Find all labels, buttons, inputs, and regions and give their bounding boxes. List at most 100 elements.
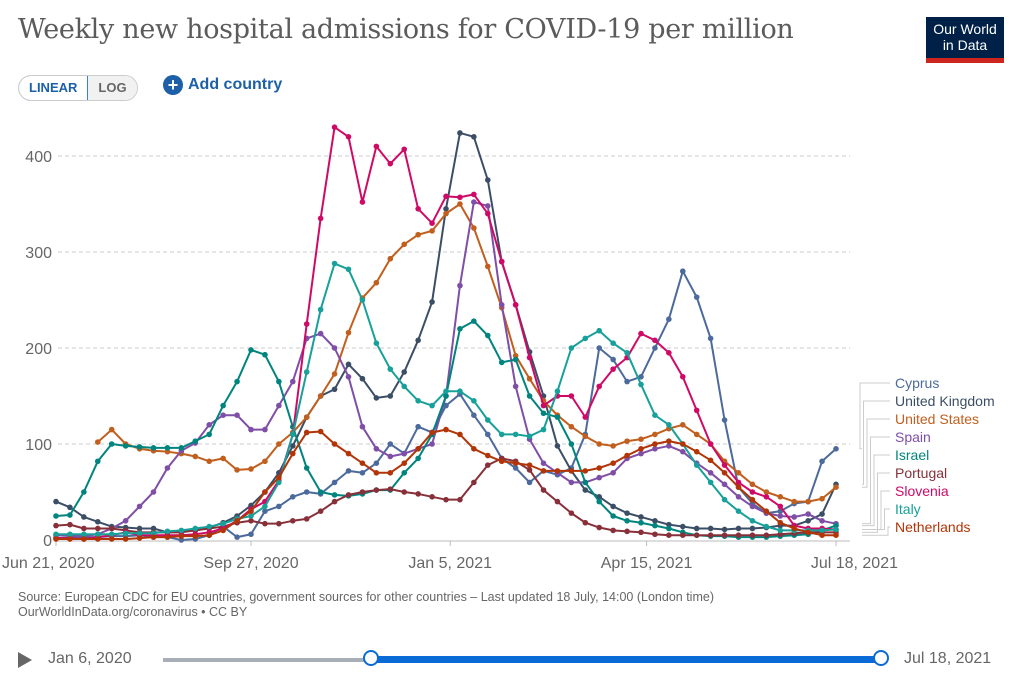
add-country-button[interactable]: + Add country [163,75,282,95]
data-point [679,532,686,538]
data-point [359,470,366,476]
data-point [192,438,199,444]
data-point [693,431,700,438]
data-point [554,414,561,420]
data-point [457,496,463,503]
data-point [401,489,408,495]
y-tick-label: 300 [25,245,52,262]
line-chart: 0 100 200 300 400 Jun 21, 2020 Sep 27, 2020 Ja… [2,124,995,572]
legend-connector [862,526,890,536]
data-point [735,532,742,538]
data-point [53,522,59,529]
data-point [721,417,728,423]
data-point [819,511,825,517]
data-point [610,527,616,534]
legend-connector [862,436,890,525]
data-point [234,518,240,524]
data-point [749,525,756,532]
data-point [526,479,533,486]
data-point [484,177,491,183]
data-point [777,494,784,500]
data-point [303,429,310,436]
data-point [610,470,616,476]
data-point [192,533,199,539]
timeline-start-label: Jan 6, 2020 [48,650,132,667]
data-point [67,536,73,542]
data-point [679,523,686,530]
data-point [763,494,770,500]
series-netherlands [53,426,839,542]
timeline-end-handle[interactable] [873,650,889,666]
linear-button[interactable]: LINEAR [18,76,89,100]
data-point [666,443,672,449]
data-point [108,525,115,532]
legend-label: Italy [895,501,921,517]
play-icon[interactable] [18,652,32,668]
data-point [498,258,505,265]
data-point [679,268,686,274]
data-point [679,374,686,380]
legend-connector [862,454,890,527]
data-point [387,160,394,167]
data-point [624,510,630,516]
data-point [67,521,73,528]
data-point [136,444,143,450]
data-point [735,494,742,500]
data-point [415,337,421,344]
data-point [763,489,770,495]
x-tick-label: Jan 5, 2021 [408,555,492,572]
data-point [791,514,798,520]
data-point [206,431,213,438]
data-point [262,503,268,510]
data-point [638,374,644,380]
data-point [582,487,589,493]
data-point [805,498,811,505]
data-point [276,441,282,447]
data-point [568,479,575,486]
data-point [220,520,226,527]
data-point [512,465,519,471]
data-point [638,436,644,443]
series-spain [53,199,839,539]
data-point [331,479,338,486]
data-point [401,146,408,153]
data-point [317,215,324,222]
data-point [94,458,101,465]
data-point [666,422,672,428]
data-point [721,532,728,538]
data-point [206,458,213,465]
data-point [276,474,282,481]
data-point [638,330,644,337]
series-united-kingdom [53,130,839,536]
data-point [415,455,421,462]
data-point [777,531,784,538]
plus-circle-icon: + [163,75,183,95]
data-point [81,536,87,542]
data-point [735,484,742,491]
data-point [498,359,505,366]
data-point [276,479,282,486]
data-point [805,518,811,524]
timeline-selected-range[interactable] [377,656,884,663]
log-button[interactable]: LOG [88,76,137,100]
data-point [484,431,491,438]
data-point [262,351,268,358]
data-point [122,443,129,449]
owid-logo[interactable]: Our World in Data [926,17,1004,63]
legend-label: United States [895,411,979,427]
data-point [317,306,324,313]
data-point [526,467,533,473]
data-point [512,352,519,359]
data-point [749,481,756,488]
y-tick-label: 0 [43,533,52,550]
data-point [498,431,505,438]
data-point [652,518,658,524]
data-point [164,534,171,540]
timeline-start-handle[interactable] [363,650,380,666]
data-point [401,470,408,476]
data-point [707,479,714,486]
data-point [624,518,630,524]
data-point [81,525,87,532]
data-point [67,504,73,511]
data-point [415,491,421,497]
